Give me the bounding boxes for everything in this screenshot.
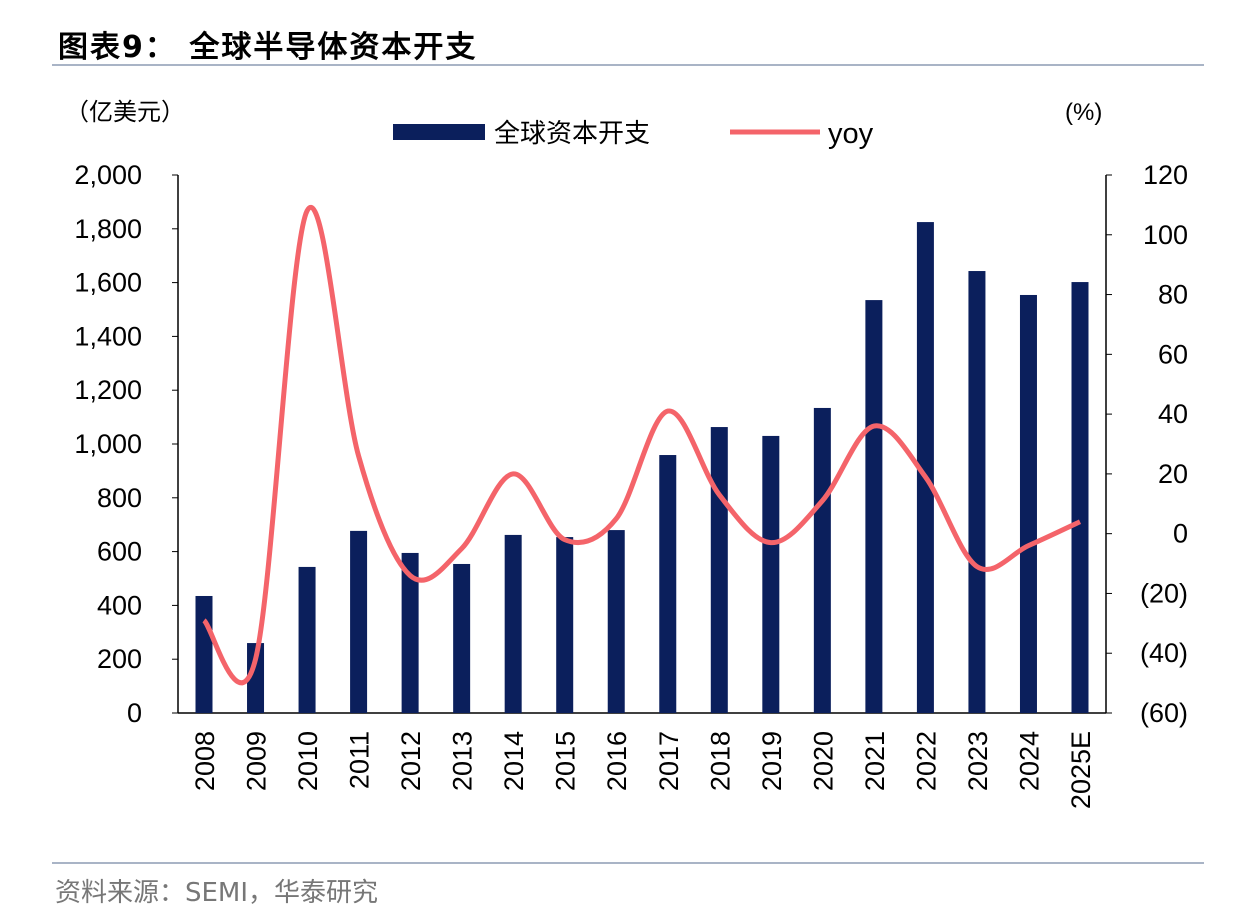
left-tick-label: 0 xyxy=(127,698,142,728)
x-tick-label: 2023 xyxy=(963,731,993,791)
right-tick-label: (40) xyxy=(1140,638,1188,668)
x-tick-label: 2011 xyxy=(345,731,375,789)
x-tick-label: 2018 xyxy=(705,731,735,791)
x-tick-label: 2012 xyxy=(396,731,426,791)
bar-2011 xyxy=(350,530,368,713)
right-tick-label: (20) xyxy=(1140,578,1188,608)
left-tick-label: 1,200 xyxy=(74,375,142,405)
left-tick-label: 200 xyxy=(97,644,142,674)
x-tick-label: 2008 xyxy=(190,731,220,791)
bar-2013 xyxy=(453,563,471,713)
left-tick-label: 600 xyxy=(97,537,142,567)
right-tick-label: 40 xyxy=(1158,399,1188,429)
bar-2008 xyxy=(195,595,213,713)
x-tick-label: 2016 xyxy=(602,731,632,791)
left-tick-label: 400 xyxy=(97,590,142,620)
legend-bar-swatch xyxy=(393,124,485,140)
chart-title: 图表9： 全球半导体资本开支 xyxy=(58,30,478,65)
left-tick-label: 1,800 xyxy=(74,214,142,244)
x-tick-label: 2022 xyxy=(911,731,941,791)
bar-2020 xyxy=(813,407,831,713)
bar-2023 xyxy=(968,271,986,713)
x-tick-label: 2025E xyxy=(1066,731,1096,809)
right-tick-label: (60) xyxy=(1140,698,1188,728)
yoy-line xyxy=(202,204,1082,685)
x-tick-label: 2014 xyxy=(499,731,529,791)
right-tick-label: 0 xyxy=(1173,519,1188,549)
right-tick-label: 120 xyxy=(1143,160,1188,190)
x-tick-label: 2020 xyxy=(808,731,838,791)
left-tick-label: 1,000 xyxy=(74,429,142,459)
x-tick-label: 2015 xyxy=(551,731,581,791)
bar-2025E xyxy=(1071,282,1089,713)
bottom-divider xyxy=(52,862,1204,864)
x-tick-label: 2019 xyxy=(757,731,787,791)
bar-2021 xyxy=(865,300,883,713)
left-tick-label: 1,400 xyxy=(74,321,142,351)
x-tick-label: 2017 xyxy=(654,731,684,791)
left-tick-label: 800 xyxy=(97,483,142,513)
bar-2014 xyxy=(504,534,522,713)
right-tick-label: 100 xyxy=(1143,220,1188,250)
bar-2017 xyxy=(659,455,677,713)
left-tick-label: 2,000 xyxy=(74,160,142,190)
bar-2012 xyxy=(401,552,419,713)
right-tick-label: 20 xyxy=(1158,459,1188,489)
x-tick-label: 2010 xyxy=(293,731,323,791)
x-tick-label: 2009 xyxy=(242,731,272,791)
bar-2015 xyxy=(556,537,574,713)
legend-bar-label: 全球资本开支 xyxy=(494,119,650,149)
right-tick-label: 80 xyxy=(1158,280,1188,310)
right-unit: (%) xyxy=(1065,99,1102,126)
x-tick-label: 2013 xyxy=(448,731,478,791)
bar-2019 xyxy=(762,435,780,713)
bar-2024 xyxy=(1019,294,1037,713)
bar-2009 xyxy=(247,643,265,713)
right-tick-label: 60 xyxy=(1158,339,1188,369)
bar-2010 xyxy=(298,566,316,713)
top-divider xyxy=(52,64,1204,66)
legend-line-label: yoy xyxy=(828,118,874,150)
bar-2022 xyxy=(916,222,934,713)
bar-2018 xyxy=(710,427,728,713)
left-unit: （亿美元） xyxy=(65,98,185,126)
x-tick-label: 2024 xyxy=(1014,731,1044,791)
source-note: 资料来源：SEMI，华泰研究 xyxy=(55,878,379,908)
x-tick-label: 2021 xyxy=(860,731,890,791)
left-tick-label: 1,600 xyxy=(74,268,142,298)
bar-2016 xyxy=(607,530,625,713)
